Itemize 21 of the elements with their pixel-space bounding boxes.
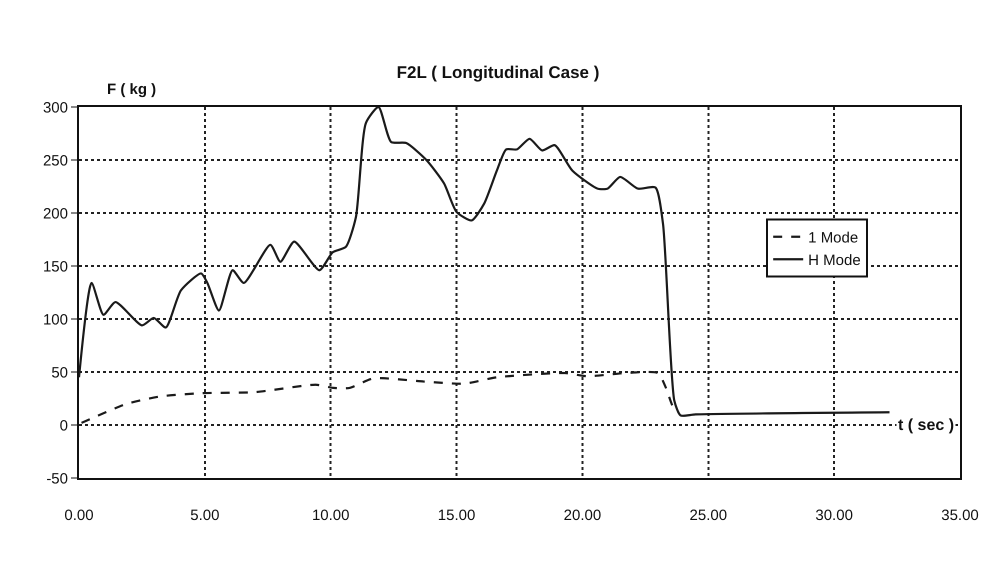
x-tick-label: 0.00 — [64, 507, 94, 524]
x-tick-label: 15.00 — [438, 507, 476, 524]
legend-label: H Mode — [808, 252, 861, 270]
x-tick-label: 35.00 — [941, 507, 979, 524]
legend-label: 1 Mode — [808, 230, 858, 247]
chart-title: F2L ( Longitudinal Case ) — [396, 62, 600, 82]
y-tick-label: 200 — [42, 205, 68, 222]
y-tick-label: 0 — [60, 417, 68, 434]
x-tick-label: 30.00 — [815, 507, 853, 524]
y-tick-label: 300 — [42, 99, 68, 116]
y-tick-label: 100 — [42, 311, 68, 328]
y-axis-title: F ( kg ) — [107, 81, 156, 98]
x-tick-label: 10.00 — [312, 507, 350, 524]
y-tick-label: -50 — [46, 470, 68, 488]
y-tick-label: 150 — [42, 258, 68, 276]
x-tick-label: 20.00 — [564, 507, 602, 524]
y-tick-label: 250 — [42, 152, 68, 170]
x-tick-label: 5.00 — [190, 507, 220, 524]
x-axis-title: t ( sec ) — [898, 417, 954, 434]
x-tick-label: 25.00 — [690, 507, 728, 524]
y-tick-label: 50 — [51, 364, 68, 382]
